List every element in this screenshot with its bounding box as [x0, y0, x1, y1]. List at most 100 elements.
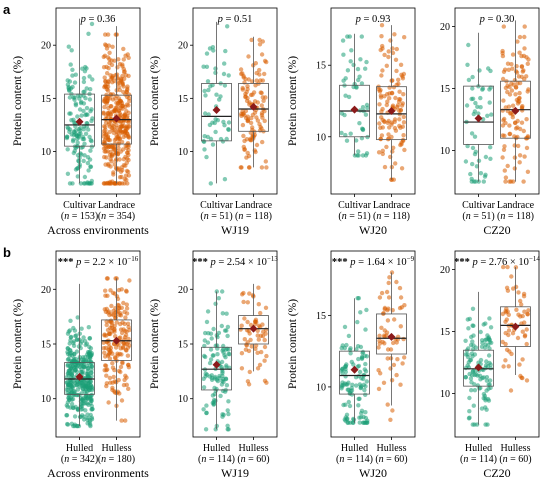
data-point [211, 401, 217, 407]
data-point [519, 64, 525, 69]
data-point [73, 103, 79, 108]
data-point [81, 382, 86, 388]
mean-marker [212, 106, 221, 115]
data-point [102, 124, 107, 129]
data-point [239, 366, 245, 371]
data-point [513, 92, 518, 97]
data-point [520, 69, 525, 74]
data-point [241, 133, 246, 139]
data-point [343, 93, 348, 98]
data-point [85, 349, 91, 355]
data-point [392, 317, 397, 322]
data-point [241, 299, 246, 305]
data-point [391, 340, 396, 346]
panel-title: WJ20 [359, 223, 387, 237]
p-value-label: p = 0.51 [217, 14, 253, 25]
data-point [466, 326, 471, 331]
data-point [205, 340, 211, 345]
data-point [226, 351, 231, 357]
data-point [226, 411, 231, 417]
y-tick-label: 10 [316, 382, 326, 393]
data-point [501, 69, 507, 75]
data-point [470, 306, 476, 311]
data-point [246, 54, 251, 59]
data-point [119, 130, 124, 136]
data-point [470, 96, 476, 102]
data-point [124, 177, 129, 183]
data-point [125, 353, 131, 358]
data-point [209, 377, 215, 382]
data-point [245, 84, 250, 89]
data-point [399, 103, 405, 108]
data-point [503, 358, 508, 363]
n-label: (n = 180) [98, 454, 135, 465]
data-point [384, 289, 390, 295]
data-point [517, 80, 523, 86]
data-point [509, 88, 515, 93]
data-point [81, 378, 87, 384]
data-point [68, 111, 73, 116]
data-point [470, 74, 475, 80]
data-point [105, 71, 110, 76]
data-point [390, 50, 396, 56]
data-point [469, 176, 474, 182]
data-point [500, 108, 505, 113]
y-tick-label: 10 [41, 147, 51, 158]
data-point [75, 315, 80, 320]
data-point [212, 385, 217, 391]
chart-panel-b-1: 10 15 20 Protein content (%) *** p = 2.2 × 1… [12, 250, 149, 480]
data-point [107, 129, 112, 135]
data-point [83, 342, 88, 348]
data-point [473, 149, 478, 154]
data-point [75, 140, 80, 145]
data-point [201, 376, 206, 381]
data-point [224, 365, 229, 370]
data-point [118, 169, 124, 174]
data-point [500, 76, 506, 82]
data-point [68, 358, 73, 364]
data-point [355, 66, 361, 72]
data-point [122, 112, 127, 117]
data-point [202, 88, 207, 94]
data-point [503, 179, 508, 184]
data-point [394, 68, 399, 74]
data-point [382, 52, 387, 58]
data-point [502, 116, 507, 122]
data-point [85, 160, 91, 166]
data-point [478, 105, 483, 110]
data-point [360, 350, 365, 356]
data-point [224, 311, 229, 316]
data-point [204, 154, 209, 160]
data-point [343, 369, 348, 375]
data-point [521, 128, 526, 134]
data-point [106, 105, 111, 111]
data-point [359, 81, 365, 86]
data-point [86, 127, 91, 132]
mean-marker [350, 365, 359, 374]
plot-frame [454, 7, 540, 195]
data-point [71, 95, 76, 100]
data-point [339, 386, 344, 391]
data-point [225, 333, 230, 339]
data-point [106, 66, 111, 71]
x-tick-label: Cultivar [63, 200, 96, 211]
data-point [259, 111, 265, 116]
data-point [363, 66, 368, 71]
box-iqr [201, 83, 232, 142]
n-label: (n = 114) [198, 454, 235, 465]
plot-frame [55, 7, 141, 195]
data-point [119, 330, 125, 336]
data-point [65, 362, 71, 367]
data-point [512, 166, 517, 171]
category-landrace: Landrace(n = 118) [373, 23, 411, 222]
data-point [115, 126, 120, 131]
data-point [517, 34, 523, 40]
data-point [116, 136, 121, 141]
data-point [502, 168, 507, 173]
data-point [107, 50, 112, 55]
data-point [379, 73, 384, 78]
data-point [108, 345, 114, 351]
data-point [263, 159, 268, 164]
panel-title: CZ20 [483, 466, 510, 480]
